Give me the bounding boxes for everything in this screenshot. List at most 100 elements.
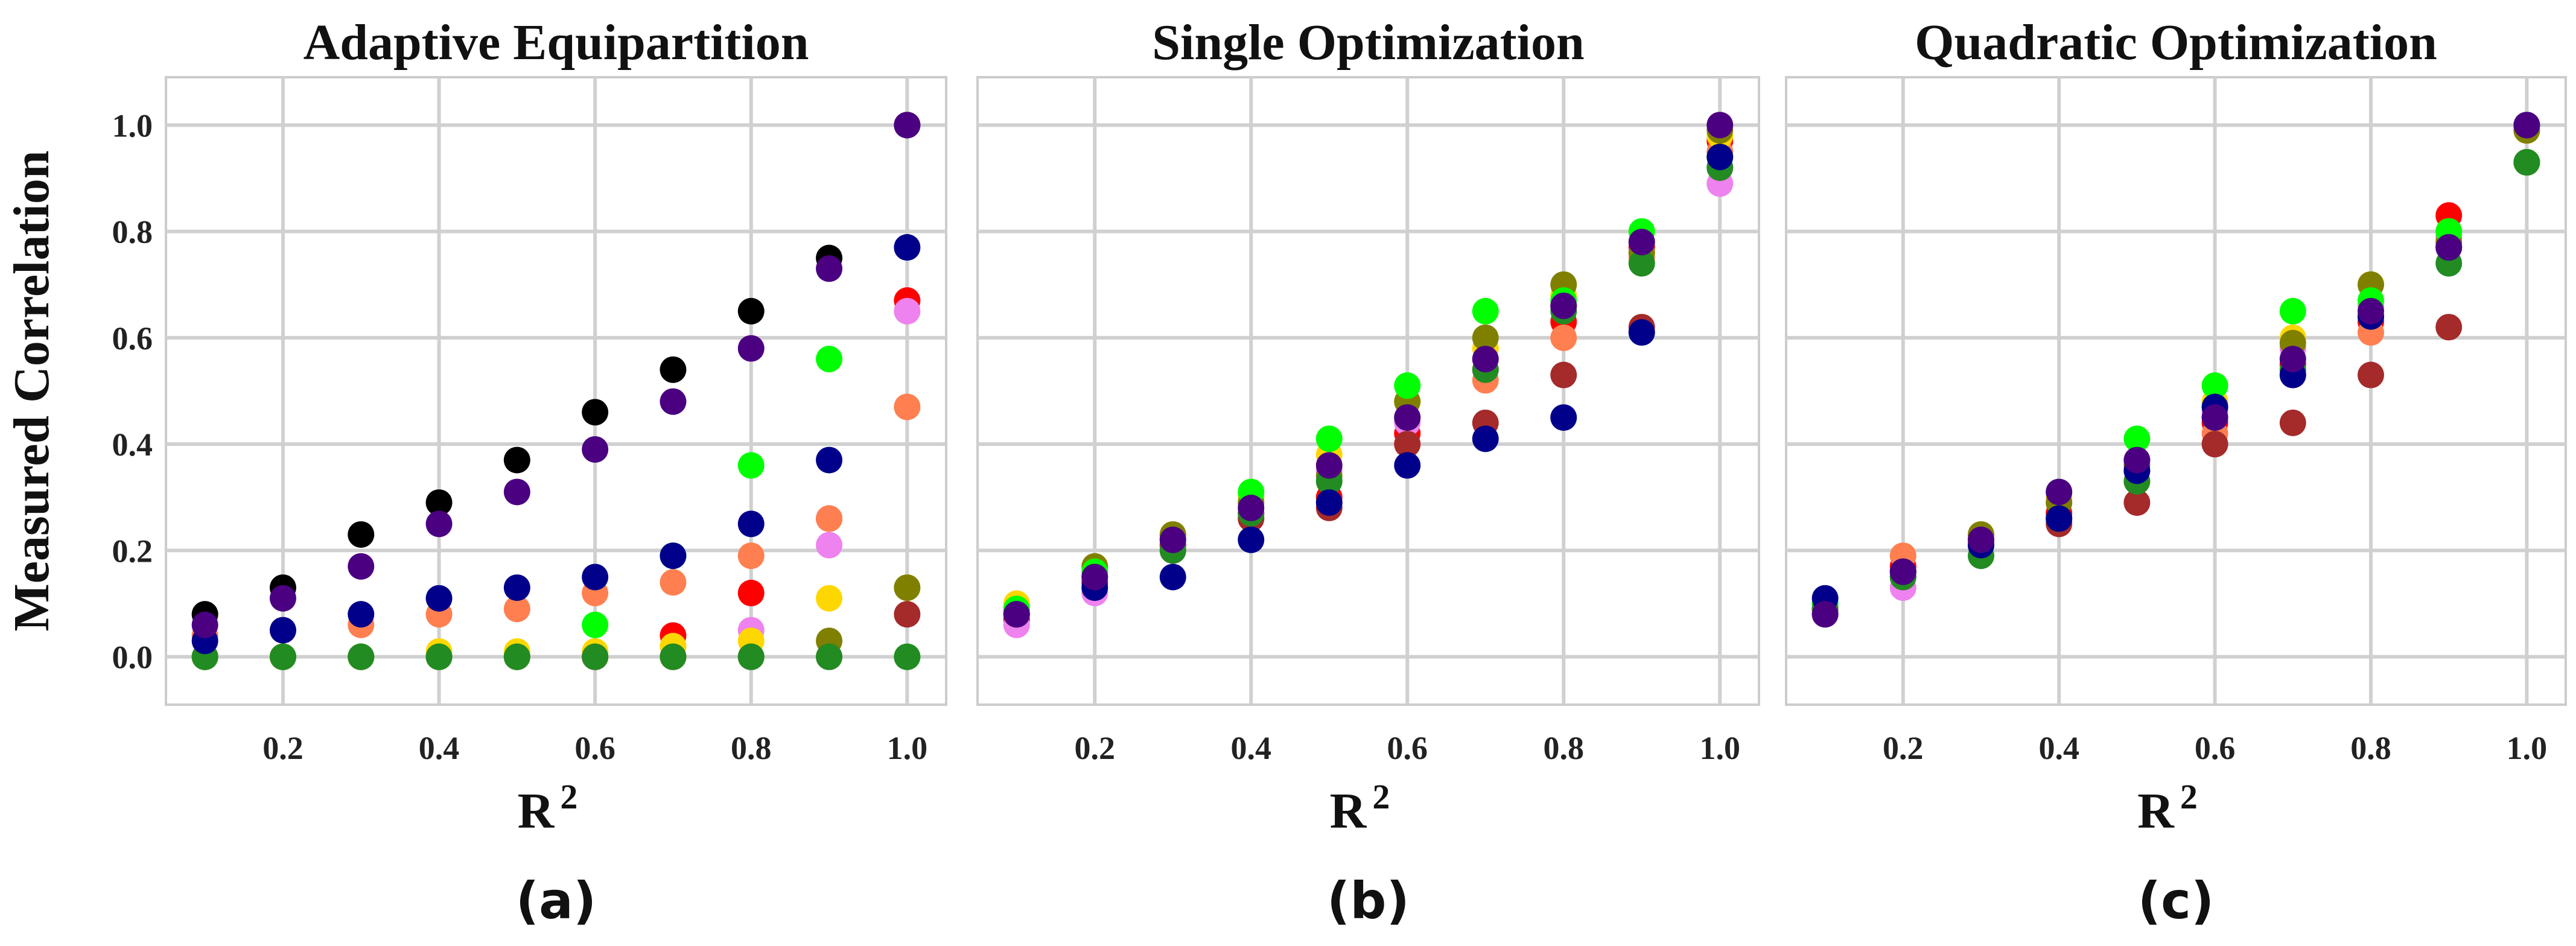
series-9 (1811, 112, 2540, 612)
data-point (1889, 558, 1916, 585)
data-point (1003, 601, 1030, 628)
data-point (894, 112, 921, 139)
series-2 (191, 393, 921, 649)
data-point (269, 585, 296, 612)
data-point (1811, 601, 1839, 628)
x-tick-label: 0.6 (574, 730, 615, 766)
panel-title: Quadratic Optimization (1915, 14, 2437, 71)
y-tick-label: 0.4 (112, 427, 153, 463)
data-point (1628, 229, 1655, 256)
data-point (2201, 372, 2228, 399)
series-1 (191, 287, 921, 670)
panel-caption: (b) (1327, 871, 1410, 930)
data-point (1159, 526, 1186, 553)
data-point (1706, 112, 1734, 139)
data-point (894, 393, 921, 421)
data-point (660, 542, 687, 570)
x-axis-label-base: R (1330, 783, 1367, 839)
data-point (816, 346, 843, 373)
series-5 (1003, 117, 1734, 623)
y-tick-label: 0.6 (112, 320, 153, 357)
data-point (2435, 234, 2463, 261)
data-point (894, 297, 921, 325)
data-point (1472, 324, 1499, 351)
data-point (1238, 494, 1265, 521)
data-point (503, 446, 530, 474)
plot-frame (976, 76, 1760, 706)
data-point (1315, 452, 1343, 479)
data-point (737, 510, 765, 538)
x-tick-label: 0.2 (1075, 730, 1116, 766)
data-point (1238, 526, 1265, 553)
series-9 (1003, 144, 1734, 628)
series-1 (1003, 127, 1734, 633)
data-point (348, 601, 375, 628)
data-point (2123, 489, 2151, 516)
data-point (425, 510, 453, 538)
data-point (1472, 346, 1499, 373)
data-point (2123, 425, 2151, 452)
data-point (2358, 297, 2384, 325)
data-point (894, 601, 921, 628)
data-point (269, 617, 296, 644)
data-point (660, 643, 687, 670)
data-point (2279, 346, 2306, 373)
x-axis-label-superscript: 2 (2180, 777, 2198, 816)
x-axis-label-base: R (2137, 783, 2175, 839)
data-point (1081, 563, 1108, 591)
x-tick-label: 0.2 (1883, 730, 1924, 766)
series-2 (1003, 138, 1734, 628)
data-point (348, 643, 375, 670)
data-point (737, 297, 765, 325)
data-point (1159, 563, 1186, 591)
data-point (269, 643, 296, 670)
panel-3: 0.2 0.4 0.6 0.8 1.0 Quadratic Optimization R 2 (… (1785, 14, 2567, 930)
series-10 (1811, 112, 2540, 628)
plot-frame (165, 76, 947, 706)
x-tick-label: 1.0 (2507, 730, 2548, 766)
data-point (660, 388, 687, 415)
series-10 (191, 234, 921, 655)
data-point (2201, 404, 2228, 431)
series-5 (1811, 117, 2540, 623)
data-point (191, 611, 218, 638)
series-6 (191, 601, 921, 670)
data-point (1628, 250, 1655, 277)
data-point (1472, 425, 1499, 452)
data-point (503, 643, 530, 670)
data-point (2279, 409, 2306, 436)
x-axis-label-superscript: 2 (1372, 777, 1390, 816)
data-point (1968, 526, 1994, 553)
data-point (503, 478, 530, 506)
data-point (503, 574, 530, 602)
y-axis-label: Measured Correlation (4, 150, 60, 631)
series-8 (191, 643, 921, 670)
data-point (1550, 292, 1577, 319)
data-point (582, 643, 609, 670)
x-tick-label: 0.4 (2038, 730, 2079, 766)
data-point (1315, 425, 1343, 452)
data-point (737, 335, 765, 362)
data-point (425, 585, 453, 612)
data-point (737, 579, 765, 606)
y-tick-label: 1.0 (112, 107, 153, 144)
x-tick-label: 1.0 (1700, 730, 1741, 766)
series-11 (191, 112, 921, 638)
data-point (2513, 149, 2540, 176)
plot-frame (1785, 76, 2567, 706)
x-tick-label: 0.4 (419, 730, 460, 766)
series-7 (191, 346, 921, 670)
data-point (348, 553, 375, 580)
x-axis-label-superscript: 2 (560, 777, 577, 816)
series-3 (1811, 117, 2540, 623)
x-tick-label: 0.2 (262, 730, 304, 766)
data-point (582, 399, 609, 426)
series-3 (191, 297, 921, 670)
data-point (816, 446, 843, 474)
data-point (1472, 297, 1499, 325)
data-point (1394, 372, 1421, 399)
data-point (737, 542, 765, 570)
